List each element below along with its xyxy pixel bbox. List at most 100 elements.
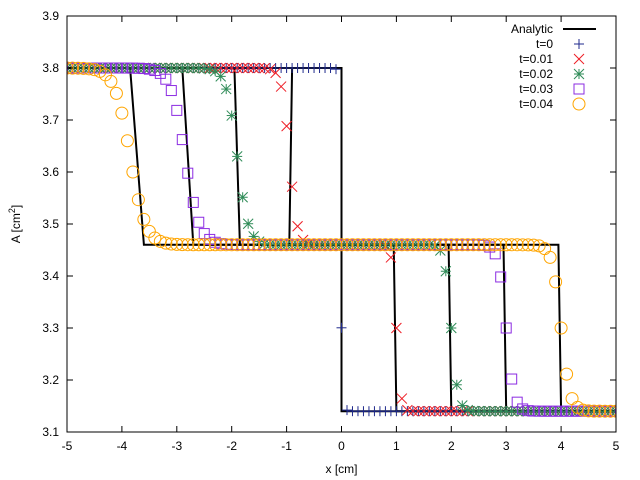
- data-point: [198, 63, 210, 74]
- data-point: [115, 106, 129, 120]
- data-point: [429, 405, 441, 417]
- data-point: [440, 405, 452, 417]
- data-point: [391, 322, 402, 334]
- data-point: [219, 238, 233, 252]
- data-point: [208, 238, 222, 252]
- data-point: [434, 405, 446, 417]
- y-axis-label-suffix: ]: [9, 205, 23, 208]
- data-point: [237, 191, 249, 203]
- y-axis-label: A [cm2]: [7, 205, 23, 243]
- data-point: [263, 238, 277, 252]
- data-point: [494, 238, 508, 252]
- data-point: [269, 238, 283, 252]
- data-point: [230, 238, 244, 252]
- data-point: [500, 322, 512, 334]
- data-point: [505, 238, 519, 252]
- data-point: [411, 238, 425, 252]
- data-point: [560, 367, 574, 381]
- legend-label: t=0.02: [519, 67, 553, 81]
- data-point: [197, 238, 211, 252]
- x-tick-label: 0: [338, 439, 345, 453]
- x-tick-label: -2: [226, 439, 237, 453]
- data-point: [400, 238, 414, 252]
- x-tick-label: -1: [281, 439, 292, 453]
- data-point: [203, 238, 217, 252]
- data-point: [237, 62, 249, 74]
- data-point: [495, 405, 507, 417]
- axis-ticks: -5 -4 -3 -2 -1 0 1 2 3 4 5 3.1 3.2 3.3 3.4 3.5 3.6 3.7 3.8…: [42, 9, 619, 453]
- data-point: [378, 238, 392, 252]
- data-point: [543, 250, 557, 264]
- data-point: [120, 134, 134, 148]
- data-point: [236, 238, 250, 252]
- data-point: [483, 238, 497, 252]
- data-point: [610, 405, 616, 417]
- x-tick-label: 5: [613, 439, 620, 453]
- y-tick-label: 3.1: [42, 425, 59, 439]
- data-point: [215, 71, 227, 82]
- data-point: [159, 236, 173, 250]
- data-point: [549, 275, 563, 289]
- data-point: [324, 238, 338, 252]
- data-point: [292, 220, 303, 232]
- data-point: [241, 238, 255, 252]
- data-point: [186, 238, 200, 252]
- data-point: [76, 61, 90, 75]
- data-point: [554, 321, 568, 335]
- data-point: [291, 238, 305, 252]
- data-point: [582, 404, 596, 418]
- data-point: [231, 151, 243, 162]
- data-point: [313, 238, 327, 252]
- data-point: [516, 238, 530, 252]
- data-point: [455, 238, 469, 252]
- legend-label: Analytic: [511, 22, 553, 36]
- y-tick-label: 3.7: [42, 113, 59, 127]
- data-point: [609, 404, 616, 418]
- data-point: [598, 404, 612, 418]
- x-axis-label: x [cm]: [326, 462, 358, 476]
- data-point: [280, 238, 294, 252]
- x-tick-label: 2: [448, 439, 455, 453]
- data-point: [247, 238, 261, 252]
- data-point: [286, 181, 298, 193]
- x-tick-label: 1: [393, 439, 400, 453]
- series-t=0.04: [67, 61, 616, 418]
- data-point: [395, 238, 409, 252]
- data-point: [331, 64, 342, 75]
- data-point: [521, 238, 535, 252]
- data-point: [456, 400, 468, 411]
- data-point: [506, 373, 518, 385]
- data-point: [461, 238, 475, 252]
- y-tick-label: 3.4: [42, 269, 59, 283]
- data-point: [406, 238, 420, 252]
- data-point: [356, 238, 370, 252]
- data-point: [433, 238, 447, 252]
- data-point: [367, 238, 381, 252]
- data-point: [252, 238, 266, 252]
- data-point: [362, 238, 376, 252]
- data-point: [428, 238, 442, 252]
- data-point: [478, 405, 490, 417]
- data-point: [226, 110, 238, 121]
- data-point: [351, 238, 365, 252]
- data-point: [495, 271, 507, 283]
- data-point: [307, 238, 321, 252]
- data-point: [445, 322, 457, 334]
- data-point: [335, 238, 348, 252]
- data-point: [175, 238, 189, 252]
- data-point: [423, 405, 435, 417]
- data-point: [164, 237, 178, 251]
- data-point: [171, 104, 183, 116]
- x-tick-label: 3: [503, 439, 510, 453]
- data-point: [187, 196, 199, 208]
- data-point: [214, 238, 228, 252]
- data-point: [466, 238, 480, 252]
- data-point: [573, 53, 585, 65]
- data-point: [274, 238, 288, 252]
- x-tick-label: -5: [62, 439, 73, 453]
- data-point: [477, 238, 491, 252]
- data-point: [417, 238, 431, 252]
- data-point: [248, 62, 260, 74]
- data-point: [182, 167, 194, 179]
- data-point: [109, 86, 123, 100]
